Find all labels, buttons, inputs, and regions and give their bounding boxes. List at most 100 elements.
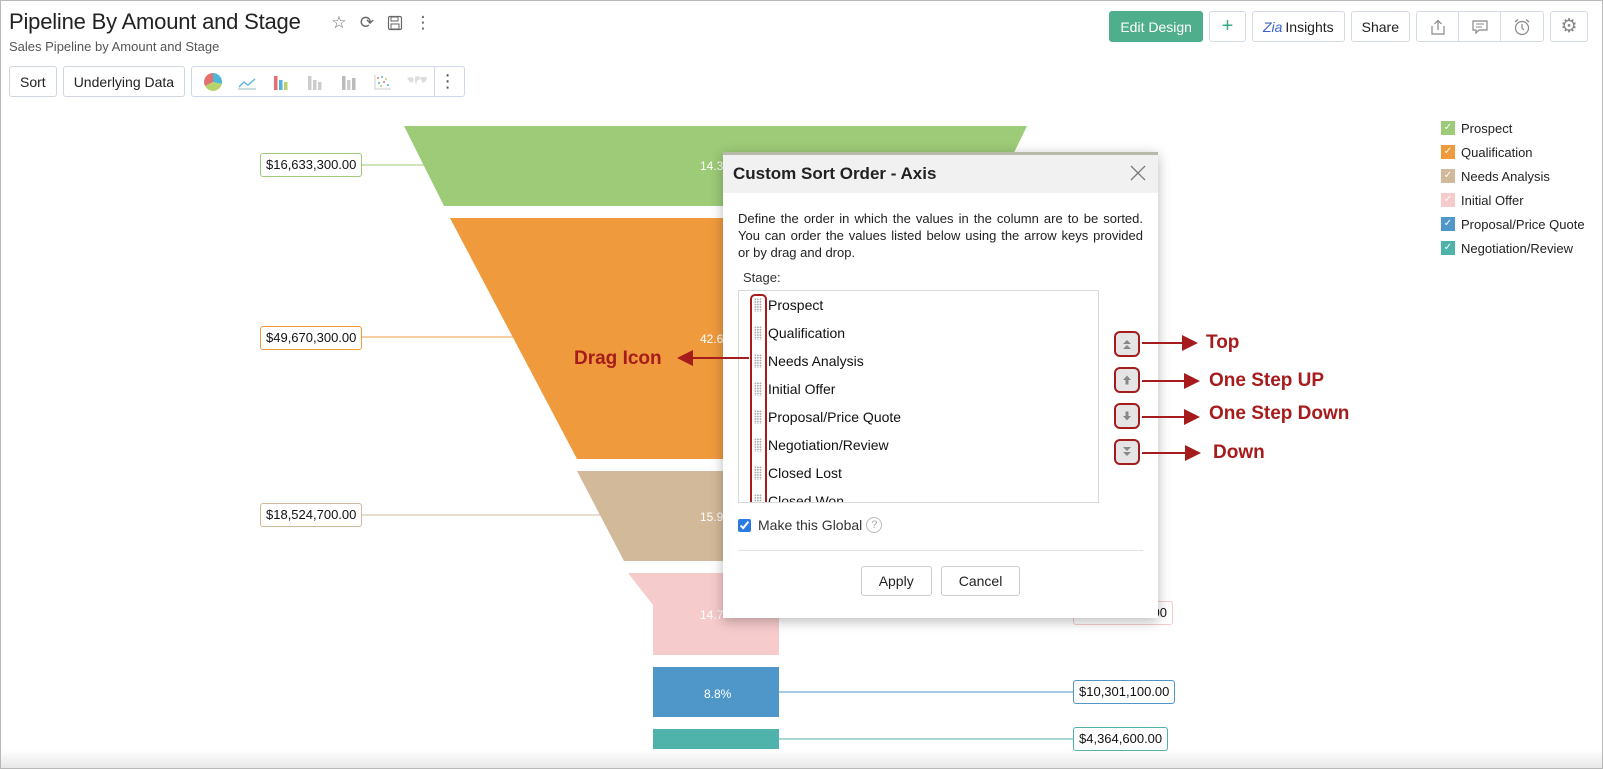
move-down-button[interactable] xyxy=(1114,403,1140,429)
help-icon[interactable]: ? xyxy=(866,517,883,533)
legend-item-negotiation[interactable]: ✓ Negotiation/Review xyxy=(1441,236,1585,260)
list-item[interactable]: Closed Lost xyxy=(739,459,1098,487)
add-button[interactable]: + xyxy=(1208,11,1246,42)
move-top-button[interactable] xyxy=(1114,331,1140,357)
more-vertical-icon[interactable]: ⋮ xyxy=(434,67,460,96)
make-global-option[interactable]: Make this Global ? xyxy=(738,517,883,533)
drag-handle-icon[interactable] xyxy=(754,410,762,424)
legend-label: Qualification xyxy=(1461,144,1533,160)
funnel-value-label: $16,633,300.00 xyxy=(260,153,363,177)
legend-item-needs-analysis[interactable]: ✓ Needs Analysis xyxy=(1441,164,1585,188)
page-title: Pipeline By Amount and Stage xyxy=(9,9,301,34)
field-label: Stage: xyxy=(743,270,781,285)
drag-handle-icon[interactable] xyxy=(754,326,762,340)
legend-label: Proposal/Price Quote xyxy=(1461,216,1585,232)
funnel-segment-negotiation xyxy=(653,729,779,749)
insights-label: Insights xyxy=(1285,18,1334,35)
list-item[interactable]: Qualification xyxy=(739,319,1098,347)
drag-handle-icon[interactable] xyxy=(754,466,762,480)
legend-label: Needs Analysis xyxy=(1461,168,1550,184)
checkbox-icon: ✓ xyxy=(1441,193,1455,207)
export-icon[interactable] xyxy=(1417,12,1459,41)
alarm-icon[interactable] xyxy=(1501,12,1543,41)
checkbox-icon: ✓ xyxy=(1441,121,1455,135)
edit-design-button[interactable]: Edit Design xyxy=(1109,11,1203,42)
map-icon[interactable] xyxy=(400,67,434,96)
stacked-bar-icon[interactable] xyxy=(298,67,332,96)
insights-button[interactable]: Zia Insights xyxy=(1251,11,1345,42)
gear-icon: ⚙ xyxy=(1560,16,1578,37)
checkbox-icon: ✓ xyxy=(1441,145,1455,159)
sort-order-list[interactable]: Prospect Qualification Needs Analysis In… xyxy=(738,290,1099,503)
move-bottom-button[interactable] xyxy=(1114,439,1140,465)
more-vertical-icon[interactable]: ⋮ xyxy=(414,13,432,32)
drag-handle-icon[interactable] xyxy=(754,494,762,502)
annotation-drag-icon: Drag Icon xyxy=(574,348,662,369)
page-subtitle: Sales Pipeline by Amount and Stage xyxy=(9,39,220,54)
dialog-footer: Apply Cancel xyxy=(723,566,1158,596)
line-chart-icon[interactable] xyxy=(230,67,264,96)
move-up-button[interactable] xyxy=(1114,367,1140,393)
refresh-icon[interactable]: ⟳ xyxy=(359,13,375,32)
title-actions: ☆ ⟳ ⋮ xyxy=(329,13,433,33)
bar-chart-icon[interactable] xyxy=(264,67,298,96)
list-item-label: Initial Offer xyxy=(768,381,836,397)
chart-type-switcher: ⋮ xyxy=(191,66,466,97)
save-icon[interactable] xyxy=(385,13,405,33)
annotation-down: Down xyxy=(1213,442,1265,463)
action-icon-group xyxy=(1416,11,1544,42)
drag-handle-icon[interactable] xyxy=(754,298,762,312)
list-item[interactable]: Closed Won xyxy=(739,487,1098,503)
stacked-bar-alt-icon[interactable] xyxy=(332,67,366,96)
legend-label: Initial Offer xyxy=(1461,192,1524,208)
list-item-label: Qualification xyxy=(768,325,846,341)
list-item-label: Negotiation/Review xyxy=(768,437,889,453)
funnel-percent-label: 8.8% xyxy=(704,687,732,701)
sort-button[interactable]: Sort xyxy=(9,66,57,97)
star-icon[interactable]: ☆ xyxy=(331,13,347,32)
legend-label: Prospect xyxy=(1461,120,1513,136)
drag-handle-icon[interactable] xyxy=(754,382,762,396)
apply-button[interactable]: Apply xyxy=(860,566,932,596)
list-item[interactable]: Proposal/Price Quote xyxy=(739,403,1098,431)
list-item-label: Proposal/Price Quote xyxy=(768,409,902,425)
list-item-label: Closed Won xyxy=(768,493,845,503)
cancel-button[interactable]: Cancel xyxy=(940,566,1021,596)
make-global-checkbox[interactable] xyxy=(738,518,751,532)
funnel-percent-label: 14.7 xyxy=(700,608,724,622)
close-icon[interactable] xyxy=(1128,163,1148,183)
list-item[interactable]: Negotiation/Review xyxy=(739,431,1098,459)
legend-label: Negotiation/Review xyxy=(1461,240,1574,256)
dialog-title: Custom Sort Order - Axis xyxy=(733,164,937,183)
legend-item-qualification[interactable]: ✓ Qualification xyxy=(1441,140,1585,164)
double-chevron-up-icon xyxy=(1121,338,1133,350)
pie-chart-icon[interactable] xyxy=(196,67,230,96)
checkbox-icon: ✓ xyxy=(1441,241,1455,255)
annotation-top: Top xyxy=(1206,332,1240,353)
legend-item-initial-offer[interactable]: ✓ Initial Offer xyxy=(1441,188,1585,212)
top-right-actions: Edit Design + Zia Insights Share ⚙ xyxy=(1109,11,1588,42)
zia-icon: Zia xyxy=(1262,18,1283,35)
legend-item-prospect[interactable]: ✓ Prospect xyxy=(1441,116,1585,140)
legend-item-proposal[interactable]: ✓ Proposal/Price Quote xyxy=(1441,212,1585,236)
annotation-one-step-up: One Step UP xyxy=(1209,370,1325,391)
funnel-percent-label: 42.6 xyxy=(700,332,724,346)
list-item[interactable]: Needs Analysis xyxy=(739,347,1098,375)
dialog-header: Custom Sort Order - Axis xyxy=(723,155,1158,193)
scatter-icon[interactable] xyxy=(366,67,400,96)
chart-toolbar: Sort Underlying Data ⋮ xyxy=(9,66,466,97)
reorder-buttons xyxy=(1114,331,1140,475)
annotation-one-step-down: One Step Down xyxy=(1209,403,1350,424)
list-item[interactable]: Prospect xyxy=(739,291,1098,319)
list-item-label: Prospect xyxy=(768,297,824,313)
underlying-data-button[interactable]: Underlying Data xyxy=(62,66,186,97)
drag-handle-icon[interactable] xyxy=(754,438,762,452)
checkbox-icon: ✓ xyxy=(1441,217,1455,231)
share-button[interactable]: Share xyxy=(1350,11,1410,42)
drag-handle-icon[interactable] xyxy=(754,354,762,368)
funnel-value-label: $4,364,600.00 xyxy=(1073,727,1169,751)
comment-icon[interactable] xyxy=(1459,12,1501,41)
settings-button[interactable]: ⚙ xyxy=(1550,11,1588,42)
list-item[interactable]: Initial Offer xyxy=(739,375,1098,403)
